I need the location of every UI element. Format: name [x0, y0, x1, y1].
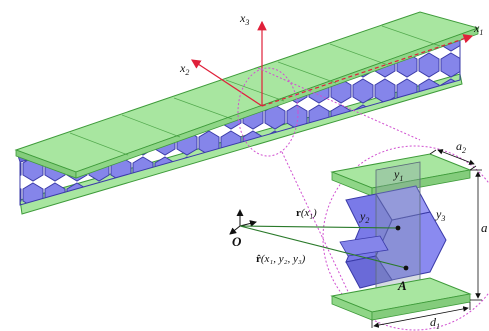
zoom-connector-bottom	[281, 151, 353, 301]
cell-core-wall-back	[375, 185, 431, 221]
dimension-a	[470, 169, 482, 301]
local-label-y3: y3	[435, 207, 445, 223]
zoom-connector-top	[257, 67, 421, 141]
axis-label-x2: x2	[179, 61, 189, 77]
vector-label-rhat: r̂(x₁, y₂, y₃)	[256, 253, 306, 265]
axis-label-x3: x3	[239, 11, 249, 27]
unit-cell	[330, 153, 472, 321]
global-axes	[190, 20, 474, 107]
dim-label-a2: a2	[456, 139, 466, 155]
beam	[14, 11, 480, 215]
zoom-detail-circle	[322, 145, 489, 331]
dim-label-d1: d1	[430, 315, 440, 331]
point-r	[395, 225, 401, 231]
origin-triad	[229, 209, 257, 235]
position-vector-rhat	[239, 225, 407, 269]
zoom-source-circle	[237, 67, 299, 157]
local-label-y2: y2	[359, 209, 369, 225]
dimension-d1	[371, 302, 471, 328]
dim-label-a: a	[481, 220, 488, 235]
point-a	[403, 265, 409, 271]
position-vector-r	[239, 225, 399, 229]
local-label-y1: y1	[393, 167, 403, 183]
dimension-a2	[429, 149, 477, 171]
axis-label-x1: x1	[473, 21, 483, 37]
vector-label-r: r(x1)	[296, 207, 317, 221]
point-a-label: A	[397, 278, 407, 293]
origin-label: O	[232, 234, 242, 249]
